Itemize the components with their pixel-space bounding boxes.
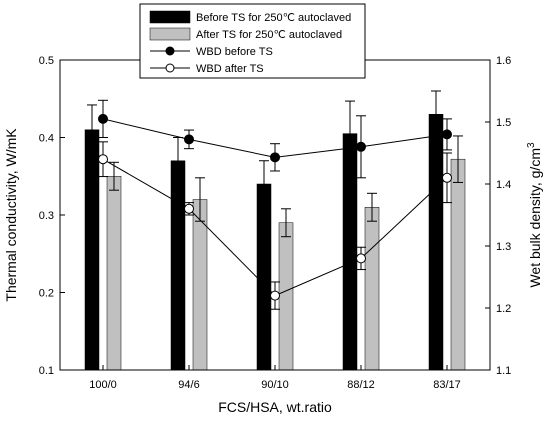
legend-swatch: [149, 27, 191, 41]
y-axis-title-right-sup: 3: [526, 142, 537, 148]
data-point: [270, 152, 280, 163]
x-tick-label: 88/12: [347, 379, 375, 391]
x-tick-label: 90/10: [261, 379, 289, 391]
y-tick-label-left: 0.3: [39, 210, 54, 222]
y-tick-label-right: 1.5: [496, 117, 511, 129]
bar: [278, 222, 294, 371]
data-point: [442, 129, 452, 140]
data-point: [442, 172, 452, 183]
legend-marker: [165, 63, 175, 73]
bar: [170, 160, 186, 371]
y-tick-label-right: 1.1: [496, 365, 511, 377]
x-tick-label: 83/17: [433, 379, 461, 391]
bar: [342, 133, 358, 371]
y-tick-label-right: 1.6: [496, 55, 511, 67]
y-tick-label-right: 1.2: [496, 303, 511, 315]
y-axis-title-right: Wet bulk density, g/cm3: [526, 142, 543, 288]
legend-box: [139, 3, 366, 79]
data-point: [356, 253, 366, 264]
y-tick-label-right: 1.3: [496, 241, 511, 253]
bar: [256, 183, 272, 371]
y-tick-label-left: 0.5: [39, 55, 54, 67]
x-tick-label: 94/6: [178, 379, 199, 391]
bar: [106, 176, 122, 371]
data-point: [356, 141, 366, 152]
legend-swatch: [149, 10, 191, 24]
data-point: [98, 154, 108, 165]
legend-marker: [165, 46, 175, 56]
y-axis-title-left: Thermal conductivity, W/mK: [3, 128, 19, 302]
data-point: [98, 113, 108, 124]
data-point: [184, 203, 194, 214]
x-axis-title: FCS/HSA, wt.ratio: [218, 399, 332, 415]
y-tick-label-left: 0.2: [39, 288, 54, 300]
data-point: [270, 290, 280, 301]
legend-label: After TS for 250℃ autoclaved: [196, 29, 342, 41]
y-tick-label-right: 1.4: [496, 179, 511, 191]
legend-label: WBD after TS: [196, 63, 264, 75]
y-axis-title-right-main: Wet bulk density, g/cm: [527, 148, 543, 288]
series-line: [102, 158, 448, 297]
y-tick-label-left: 0.1: [39, 365, 54, 377]
bar: [428, 114, 444, 371]
chart-marks: 0.1 0.2 0.3 0.4 0.5 1.1 1.2 1.3 1.4 1.5 1.6 100/0 94…: [39, 55, 512, 391]
legend-label: Before TS for 250℃ autoclaved: [196, 12, 351, 24]
plot-frame: [59, 59, 491, 371]
legend: Before TS for 250℃ autoclaved After TS fo…: [139, 3, 366, 79]
bar: [450, 158, 466, 371]
x-tick-label: 100/0: [89, 379, 117, 391]
data-point: [184, 134, 194, 145]
bar: [364, 207, 380, 371]
legend-label: WBD before TS: [196, 46, 273, 58]
y-tick-label-left: 0.4: [39, 133, 54, 145]
bar: [84, 129, 100, 371]
